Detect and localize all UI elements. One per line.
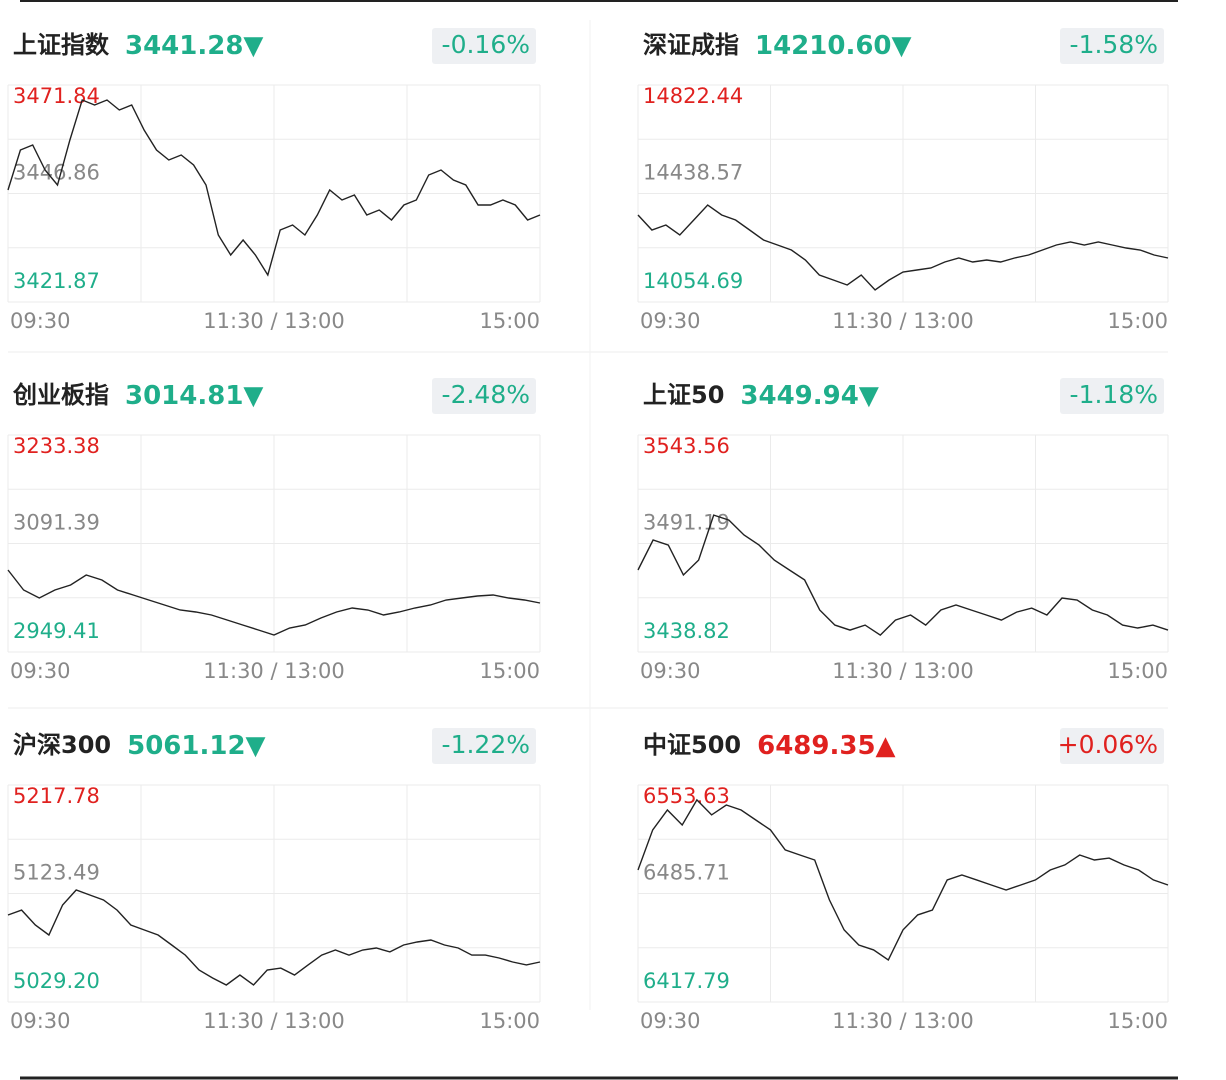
x-tick-label: 15:00 <box>1107 309 1168 333</box>
y-tick-label: 5123.49 <box>13 861 100 885</box>
price-line <box>7 569 541 636</box>
index-name: 深证成指 <box>643 31 739 59</box>
price-line <box>637 204 1169 291</box>
x-tick-label: 09:30 <box>640 659 701 683</box>
y-tick-label: 3491.19 <box>643 511 730 535</box>
x-tick-label: 09:30 <box>10 309 71 333</box>
trend-arrow: ▼ <box>859 381 879 411</box>
x-tick-label: 09:30 <box>640 1009 701 1033</box>
trend-arrow: ▼ <box>243 381 263 411</box>
y-tick-label: 14054.69 <box>643 269 743 293</box>
panel-header: 上证50 3449.94▼ <box>643 381 879 411</box>
change-badge <box>432 728 536 764</box>
x-tick-label: 11:30 / 13:00 <box>832 309 973 333</box>
x-tick-label: 09:30 <box>10 659 71 683</box>
y-tick-label: 3091.39 <box>13 511 100 535</box>
x-tick-label: 11:30 / 13:00 <box>832 1009 973 1033</box>
index-name: 上证指数 <box>13 31 110 59</box>
panel-header: 沪深300 5061.12▼ <box>13 731 266 761</box>
x-tick-label: 11:30 / 13:00 <box>832 659 973 683</box>
panel-header: 上证指数 3441.28▼ <box>13 31 263 61</box>
y-tick-label: 3233.38 <box>13 434 100 458</box>
price-line <box>637 798 1169 962</box>
y-tick-label: 6485.71 <box>643 861 730 885</box>
change-badge <box>432 28 536 64</box>
x-tick-label: 15:00 <box>1107 1009 1168 1033</box>
x-tick-label: 11:30 / 13:00 <box>203 309 344 333</box>
y-tick-label: 3543.56 <box>643 434 730 458</box>
change-percent: -1.22% <box>442 730 530 759</box>
x-tick-label: 11:30 / 13:00 <box>203 1009 344 1033</box>
y-tick-label: 3446.86 <box>13 160 100 184</box>
trend-arrow: ▼ <box>243 31 263 61</box>
index-price: 5061.12 <box>127 731 245 761</box>
index-price: 3449.94 <box>740 381 858 411</box>
x-tick-label: 15:00 <box>479 309 540 333</box>
change-badge <box>1060 378 1164 414</box>
x-tick-label: 15:00 <box>479 1009 540 1033</box>
panel-header: 创业板指 3014.81▼ <box>12 381 263 411</box>
y-tick-label: 5029.20 <box>13 969 100 993</box>
price-line <box>637 514 1169 636</box>
trend-arrow: ▼ <box>892 31 912 61</box>
y-tick-label: 2949.41 <box>13 619 100 643</box>
y-tick-label: 3471.84 <box>13 84 100 108</box>
change-badge <box>1060 28 1164 64</box>
y-tick-label: 3438.82 <box>643 619 730 643</box>
x-tick-label: 09:30 <box>640 309 701 333</box>
change-percent: +0.06% <box>1058 730 1158 759</box>
change-percent: -1.18% <box>1070 380 1158 409</box>
panel-header: 深证成指 14210.60▼ <box>643 31 912 61</box>
index-name: 中证500 <box>643 731 741 759</box>
index-name: 沪深300 <box>13 731 111 759</box>
x-tick-label: 09:30 <box>10 1009 71 1033</box>
index-price: 3441.28 <box>125 31 243 61</box>
index-price: 6489.35 <box>757 731 875 761</box>
trend-arrow: ▲ <box>876 731 896 761</box>
index-price: 14210.60 <box>755 31 892 61</box>
y-tick-label: 5217.78 <box>13 784 100 808</box>
y-tick-label: 14822.44 <box>643 84 743 108</box>
panel-header: 中证500 6489.35▲ <box>643 731 896 761</box>
y-tick-label: 6417.79 <box>643 969 730 993</box>
price-line <box>7 99 541 277</box>
index-name: 创业板指 <box>12 381 109 409</box>
x-tick-label: 15:00 <box>479 659 540 683</box>
change-badge <box>432 378 536 414</box>
y-tick-label: 6553.63 <box>643 784 730 808</box>
y-tick-label: 3421.87 <box>13 269 100 293</box>
index-name: 上证50 <box>643 381 724 409</box>
change-percent: -1.58% <box>1070 30 1158 59</box>
y-tick-label: 14438.57 <box>643 160 743 184</box>
trend-arrow: ▼ <box>246 731 266 761</box>
x-tick-label: 11:30 / 13:00 <box>203 659 344 683</box>
x-tick-label: 15:00 <box>1107 659 1168 683</box>
price-line <box>7 889 541 986</box>
index-price: 3014.81 <box>125 381 243 411</box>
change-badge <box>1060 728 1164 764</box>
change-percent: -0.16% <box>442 30 530 59</box>
change-percent: -2.48% <box>442 380 530 409</box>
